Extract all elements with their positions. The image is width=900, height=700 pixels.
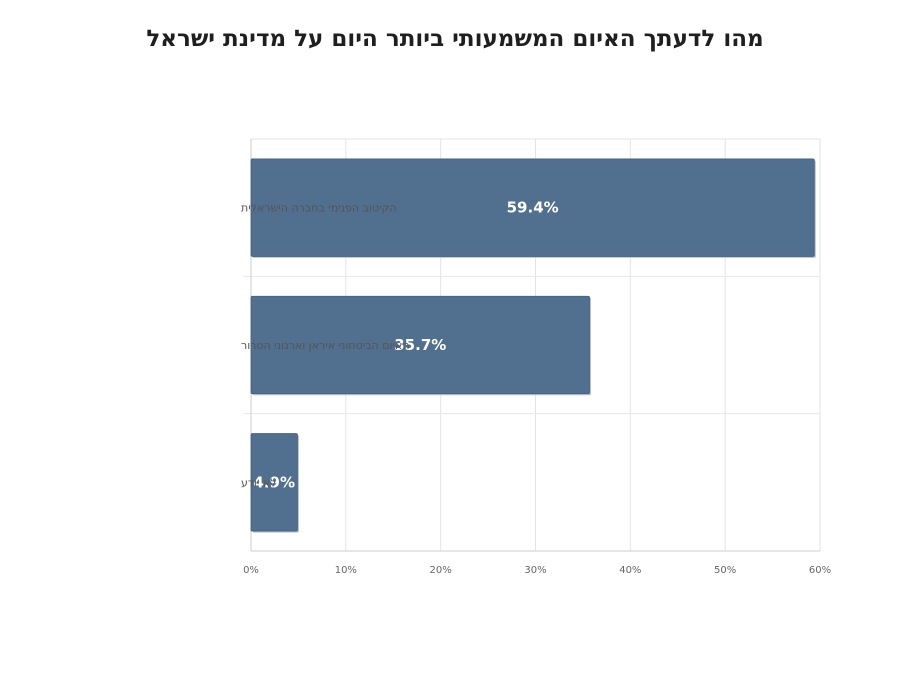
category-label: האיום הביטחוני איראן וארגוני הטרור bbox=[241, 339, 410, 352]
bar bbox=[250, 158, 815, 257]
bar bbox=[250, 295, 590, 395]
category-label: לא יודע bbox=[241, 476, 276, 489]
x-tick-label: 10% bbox=[335, 565, 357, 576]
x-tick-label: 20% bbox=[430, 565, 452, 576]
bar-value-label: 4.9% bbox=[253, 473, 295, 491]
category-label: הקיטוב הפנימי בחברה הישראלית bbox=[241, 202, 397, 215]
x-tick-label: 0% bbox=[243, 565, 259, 576]
bar bbox=[250, 433, 298, 532]
bar-value-label: 59.4% bbox=[507, 199, 559, 217]
x-tick-label: 40% bbox=[619, 565, 641, 576]
x-tick-label: 50% bbox=[714, 565, 736, 576]
bar-value-label: 35.7% bbox=[394, 336, 446, 354]
x-tick-label: 30% bbox=[524, 565, 546, 576]
chart-title: מהו לדעתך האיום המשמעותי ביותר היום על מ… bbox=[146, 26, 764, 52]
x-tick-label: 60% bbox=[809, 565, 831, 576]
